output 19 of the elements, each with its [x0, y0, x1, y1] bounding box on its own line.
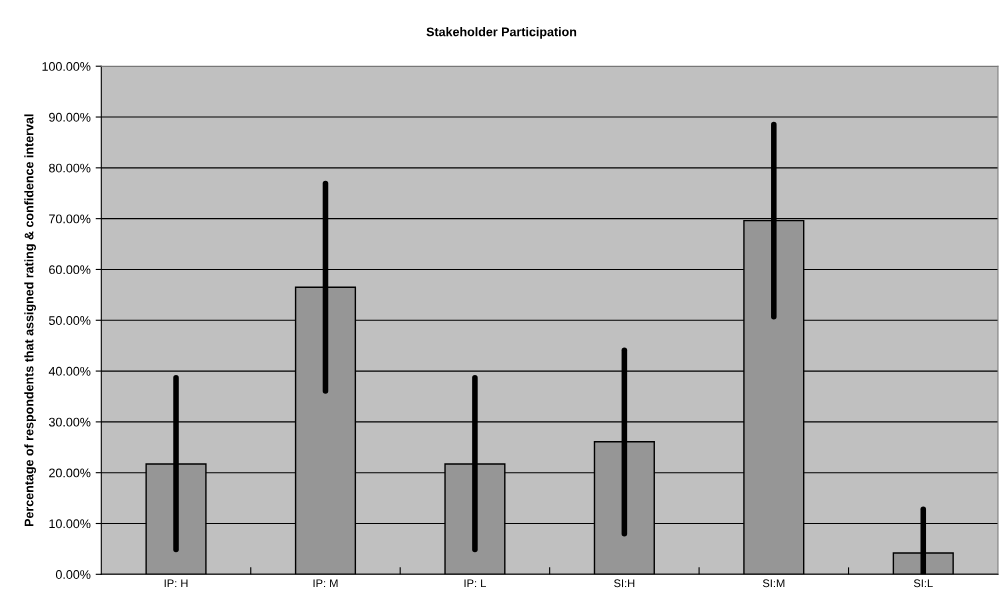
x-tick-label: SI:L — [913, 579, 933, 588]
x-tick-label: IP: M — [313, 579, 338, 588]
y-tick-label: 90.00% — [49, 112, 91, 122]
y-tick-label: 80.00% — [49, 163, 91, 173]
y-tick-label: 40.00% — [48, 366, 91, 376]
chart-title: Stakeholder Participation — [426, 27, 577, 39]
y-tick-label: 60.00% — [49, 265, 91, 275]
y-tick-label: 50.00% — [48, 316, 91, 325]
y-axis-title: Percentage of respondents that assigned rating & confidence interval — [24, 114, 36, 527]
y-tick-label: 30.00% — [48, 417, 91, 427]
y-tick-label: 20.00% — [49, 468, 91, 478]
y-tick-label: 70.00% — [49, 214, 91, 224]
x-tick-label: SI:H — [614, 579, 635, 588]
x-tick-label: SI:M — [762, 579, 785, 588]
y-tick-label: 100.00% — [42, 62, 91, 71]
x-tick-label: IP: L — [464, 579, 486, 588]
y-tick-label: 10.00% — [49, 519, 91, 529]
x-tick-label: IP: H — [164, 579, 188, 588]
y-tick-label: 0.00% — [55, 570, 91, 579]
